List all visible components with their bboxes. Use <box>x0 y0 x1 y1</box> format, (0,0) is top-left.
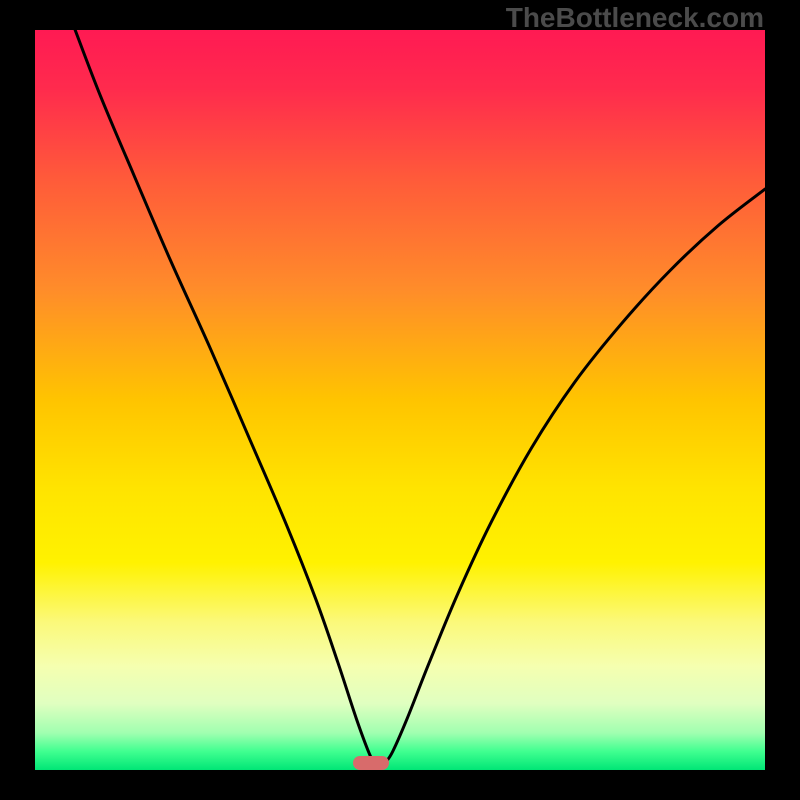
plot-area <box>35 30 765 770</box>
watermark-text: TheBottleneck.com <box>506 2 764 34</box>
minimum-marker <box>353 756 389 770</box>
chart-container: TheBottleneck.com <box>0 0 800 800</box>
bottleneck-curve <box>35 30 765 770</box>
